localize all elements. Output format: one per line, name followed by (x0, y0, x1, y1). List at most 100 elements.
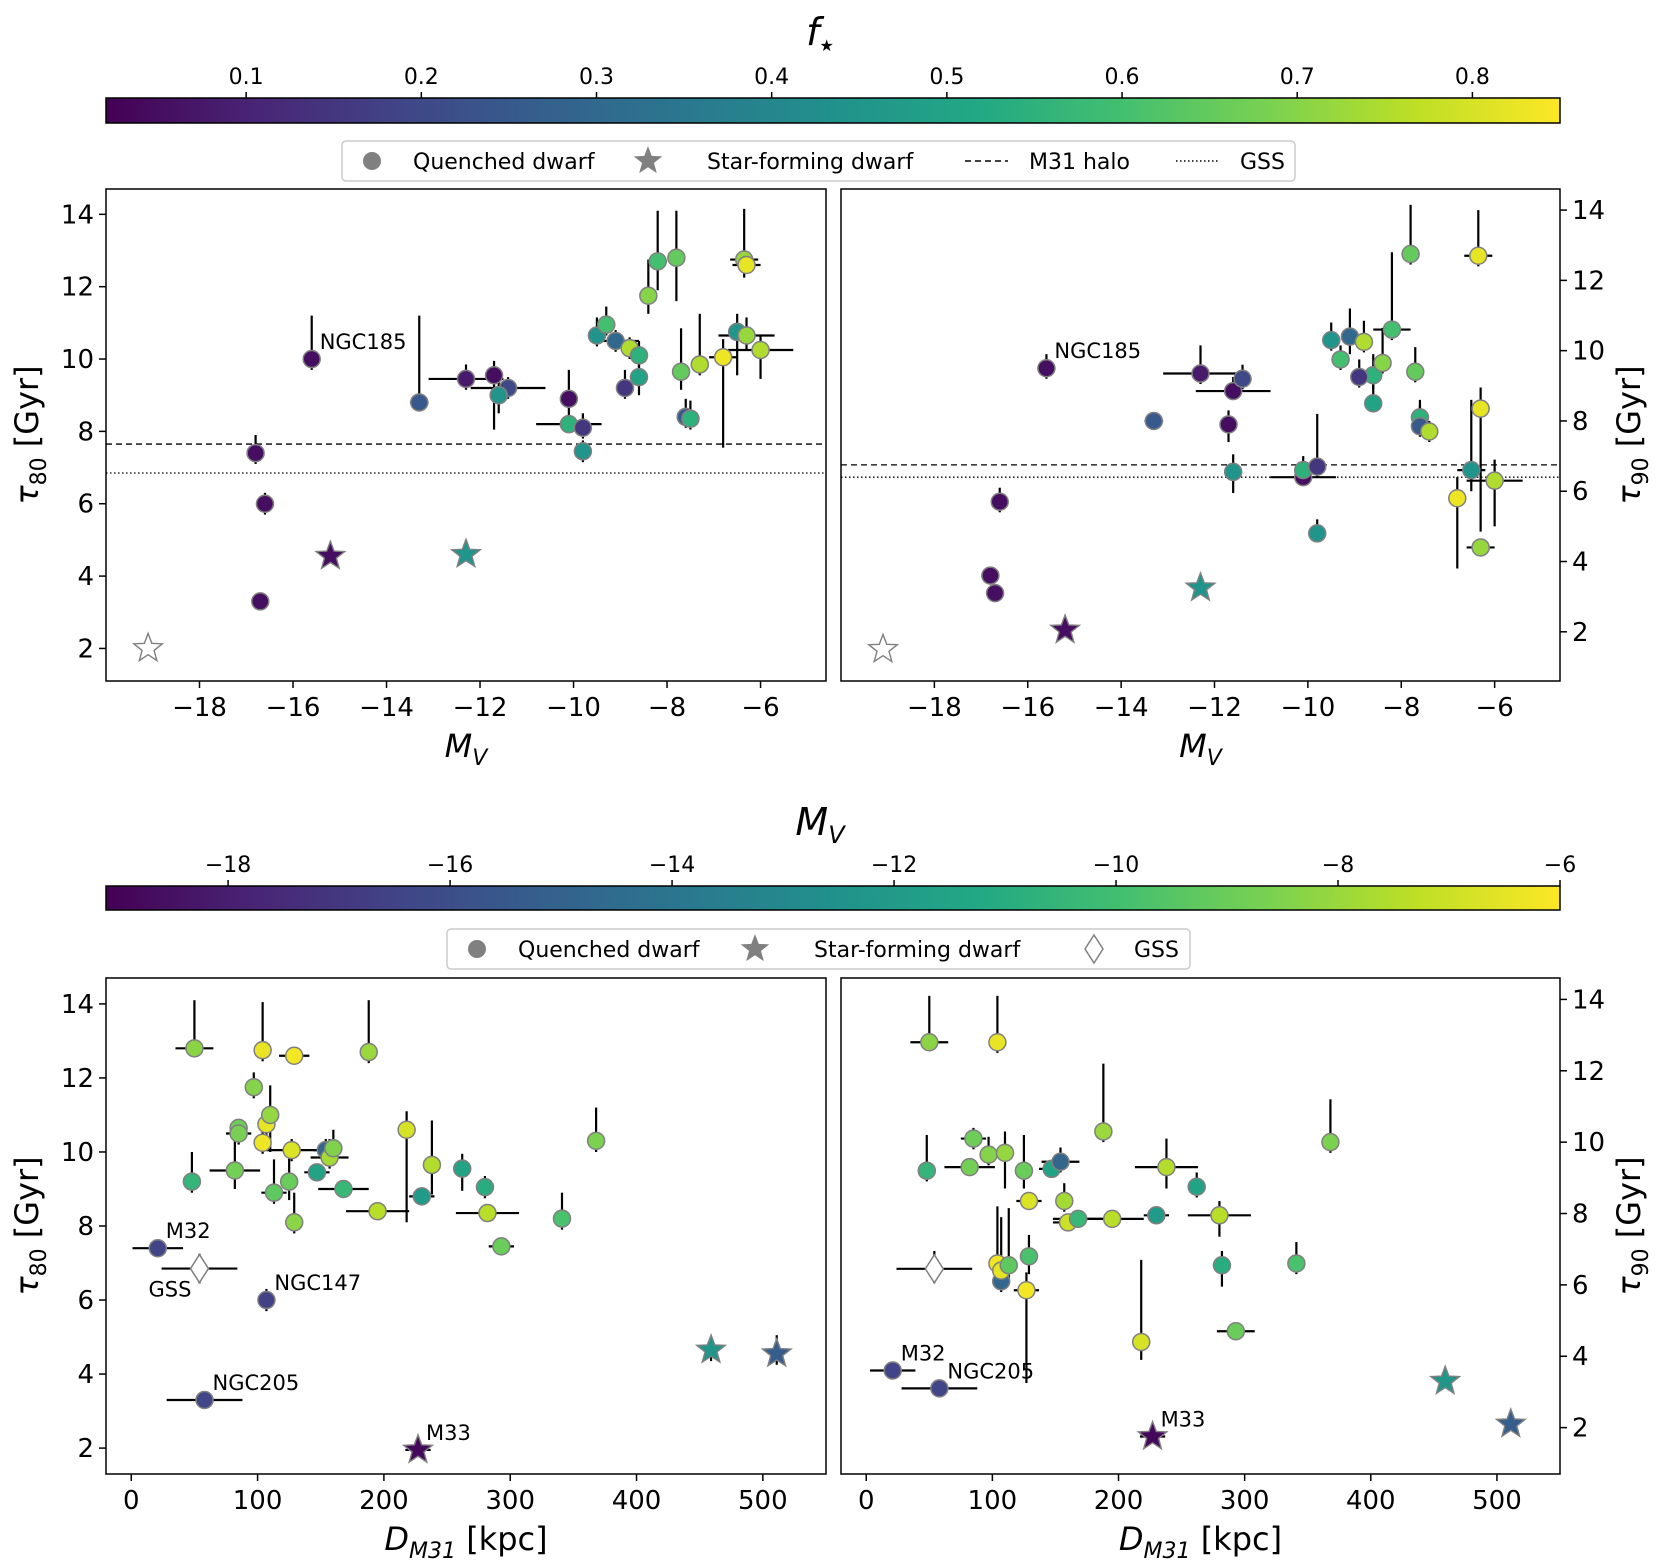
data-point (324, 1139, 343, 1158)
data-point (690, 355, 710, 374)
data-point (1019, 1191, 1039, 1211)
data-point (597, 315, 616, 334)
x-tick-label: 400 (1346, 1486, 1396, 1516)
data-point (1321, 1132, 1340, 1152)
data-point (1210, 1206, 1229, 1225)
data-point (1014, 1161, 1034, 1180)
annotation-label: M33 (1161, 1408, 1206, 1432)
data-point (1382, 320, 1402, 339)
y-axis-label-unit: [Gyr] (1610, 1156, 1648, 1248)
annotation-label: NGC205 (947, 1359, 1034, 1383)
colorbar-top-ticks: 0.1 0.2 0.3 0.4 0.5 0.6 0.7 0.8 (229, 65, 1490, 98)
data-point (1191, 364, 1210, 383)
data-point (1401, 244, 1420, 264)
colorbar-top-label: f★ (806, 10, 834, 55)
legend-bottom-starforming-marker (740, 934, 770, 962)
data-point (1226, 1322, 1246, 1341)
y-axis-label-unit: [Gyr] (8, 365, 46, 457)
x-tick-label: −18 (172, 693, 227, 723)
data-point (1469, 246, 1488, 266)
data-point (917, 1161, 937, 1180)
x-tick-label: 300 (1220, 1486, 1270, 1516)
data-point-star (1136, 1419, 1169, 1451)
data-point (648, 252, 667, 271)
y-tick-label: 10 (61, 345, 94, 375)
x-tick-label: −12 (1187, 693, 1242, 723)
x-tick-label: 300 (485, 1486, 535, 1516)
legend-bottom-gss-label: GSS (1134, 938, 1179, 963)
data-point (260, 1105, 280, 1125)
data-point (883, 1361, 902, 1380)
data-point (1051, 1152, 1070, 1172)
colorbar-tick-label: −12 (871, 853, 917, 878)
data-point (995, 1143, 1015, 1163)
data-point (639, 286, 658, 305)
annotation-label: GSS (149, 1278, 192, 1302)
data-point (246, 443, 265, 463)
data-point (1212, 1256, 1232, 1275)
colorbar-top: f★ 0.1 0.2 0.3 0.4 0.5 0.6 0.7 0.8 (105, 10, 1561, 124)
data-point (1462, 460, 1481, 480)
data-point (629, 367, 649, 387)
panel-top-left: NGC185−18 −16 −14 −12 −10 −8 −62468101214MVτ80… (8, 188, 827, 771)
data-point (681, 409, 700, 428)
data-point (713, 347, 733, 367)
data-point (559, 389, 579, 409)
data-point (284, 1213, 304, 1232)
data-point (302, 349, 321, 369)
data-point (255, 494, 275, 513)
data-point-star (760, 1336, 793, 1368)
data-point (1321, 330, 1341, 350)
legend-halo-label: M31 halo (1029, 150, 1130, 175)
legend-starforming-label: Star-forming dwarf (707, 150, 914, 175)
colorbar-top-bar (105, 97, 1561, 124)
x-axis-label-symbol: D (384, 1520, 409, 1558)
y-tick-label: 12 (1572, 266, 1605, 296)
data-point (1233, 369, 1252, 389)
data-point (1068, 1209, 1088, 1229)
data-point (1307, 524, 1327, 543)
data-point (573, 418, 593, 438)
annotation-label: M32 (901, 1342, 946, 1366)
y-axis-label-sub: 80 (27, 457, 52, 485)
y-tick-label: 14 (1572, 985, 1605, 1015)
y-tick-label: 6 (77, 490, 94, 520)
data-point (1157, 1157, 1176, 1177)
annotation-label: NGC185 (1054, 339, 1141, 363)
data-point (737, 255, 756, 275)
data-point (244, 1077, 264, 1097)
x-axis-label-unit: [kpc] (456, 1520, 548, 1558)
data-point (489, 385, 508, 405)
x-axis-label-sub: M31 (409, 1539, 456, 1561)
colorbar-bottom: MV −18 −16 −14 −12 −10 −8 −6 (105, 800, 1576, 911)
data-point (1406, 362, 1425, 381)
data-point (979, 1145, 998, 1164)
data-point (737, 326, 756, 345)
y-axis-label-symbol: τ (1610, 1276, 1648, 1296)
data-point (1420, 422, 1439, 441)
data-point (1055, 1191, 1074, 1211)
annotation-label: M32 (166, 1219, 211, 1243)
data-point-star (1184, 570, 1217, 602)
y-tick-label: 4 (77, 562, 94, 592)
y-axis-label-unit: [Gyr] (8, 1156, 46, 1248)
y-axis-label: τ80 [Gyr] (8, 1156, 52, 1295)
legend-starforming-marker (633, 146, 663, 174)
data-point (456, 369, 476, 389)
x-tick-label: 200 (359, 1486, 409, 1516)
data-point (988, 1032, 1007, 1052)
y-tick-label: 8 (1572, 1200, 1589, 1230)
data-point (667, 248, 686, 267)
y-tick-label: 8 (77, 417, 94, 447)
x-tick-label: −8 (648, 693, 686, 723)
data-point (629, 346, 649, 365)
x-tick-label: −18 (907, 693, 962, 723)
data-point (409, 393, 429, 412)
x-tick-label: 500 (738, 1486, 788, 1516)
x-tick-label: −16 (266, 693, 321, 723)
axes-frame (840, 977, 1561, 1475)
data-point (1223, 462, 1243, 482)
x-tick-label: −6 (741, 693, 779, 723)
data-point (225, 1161, 245, 1180)
